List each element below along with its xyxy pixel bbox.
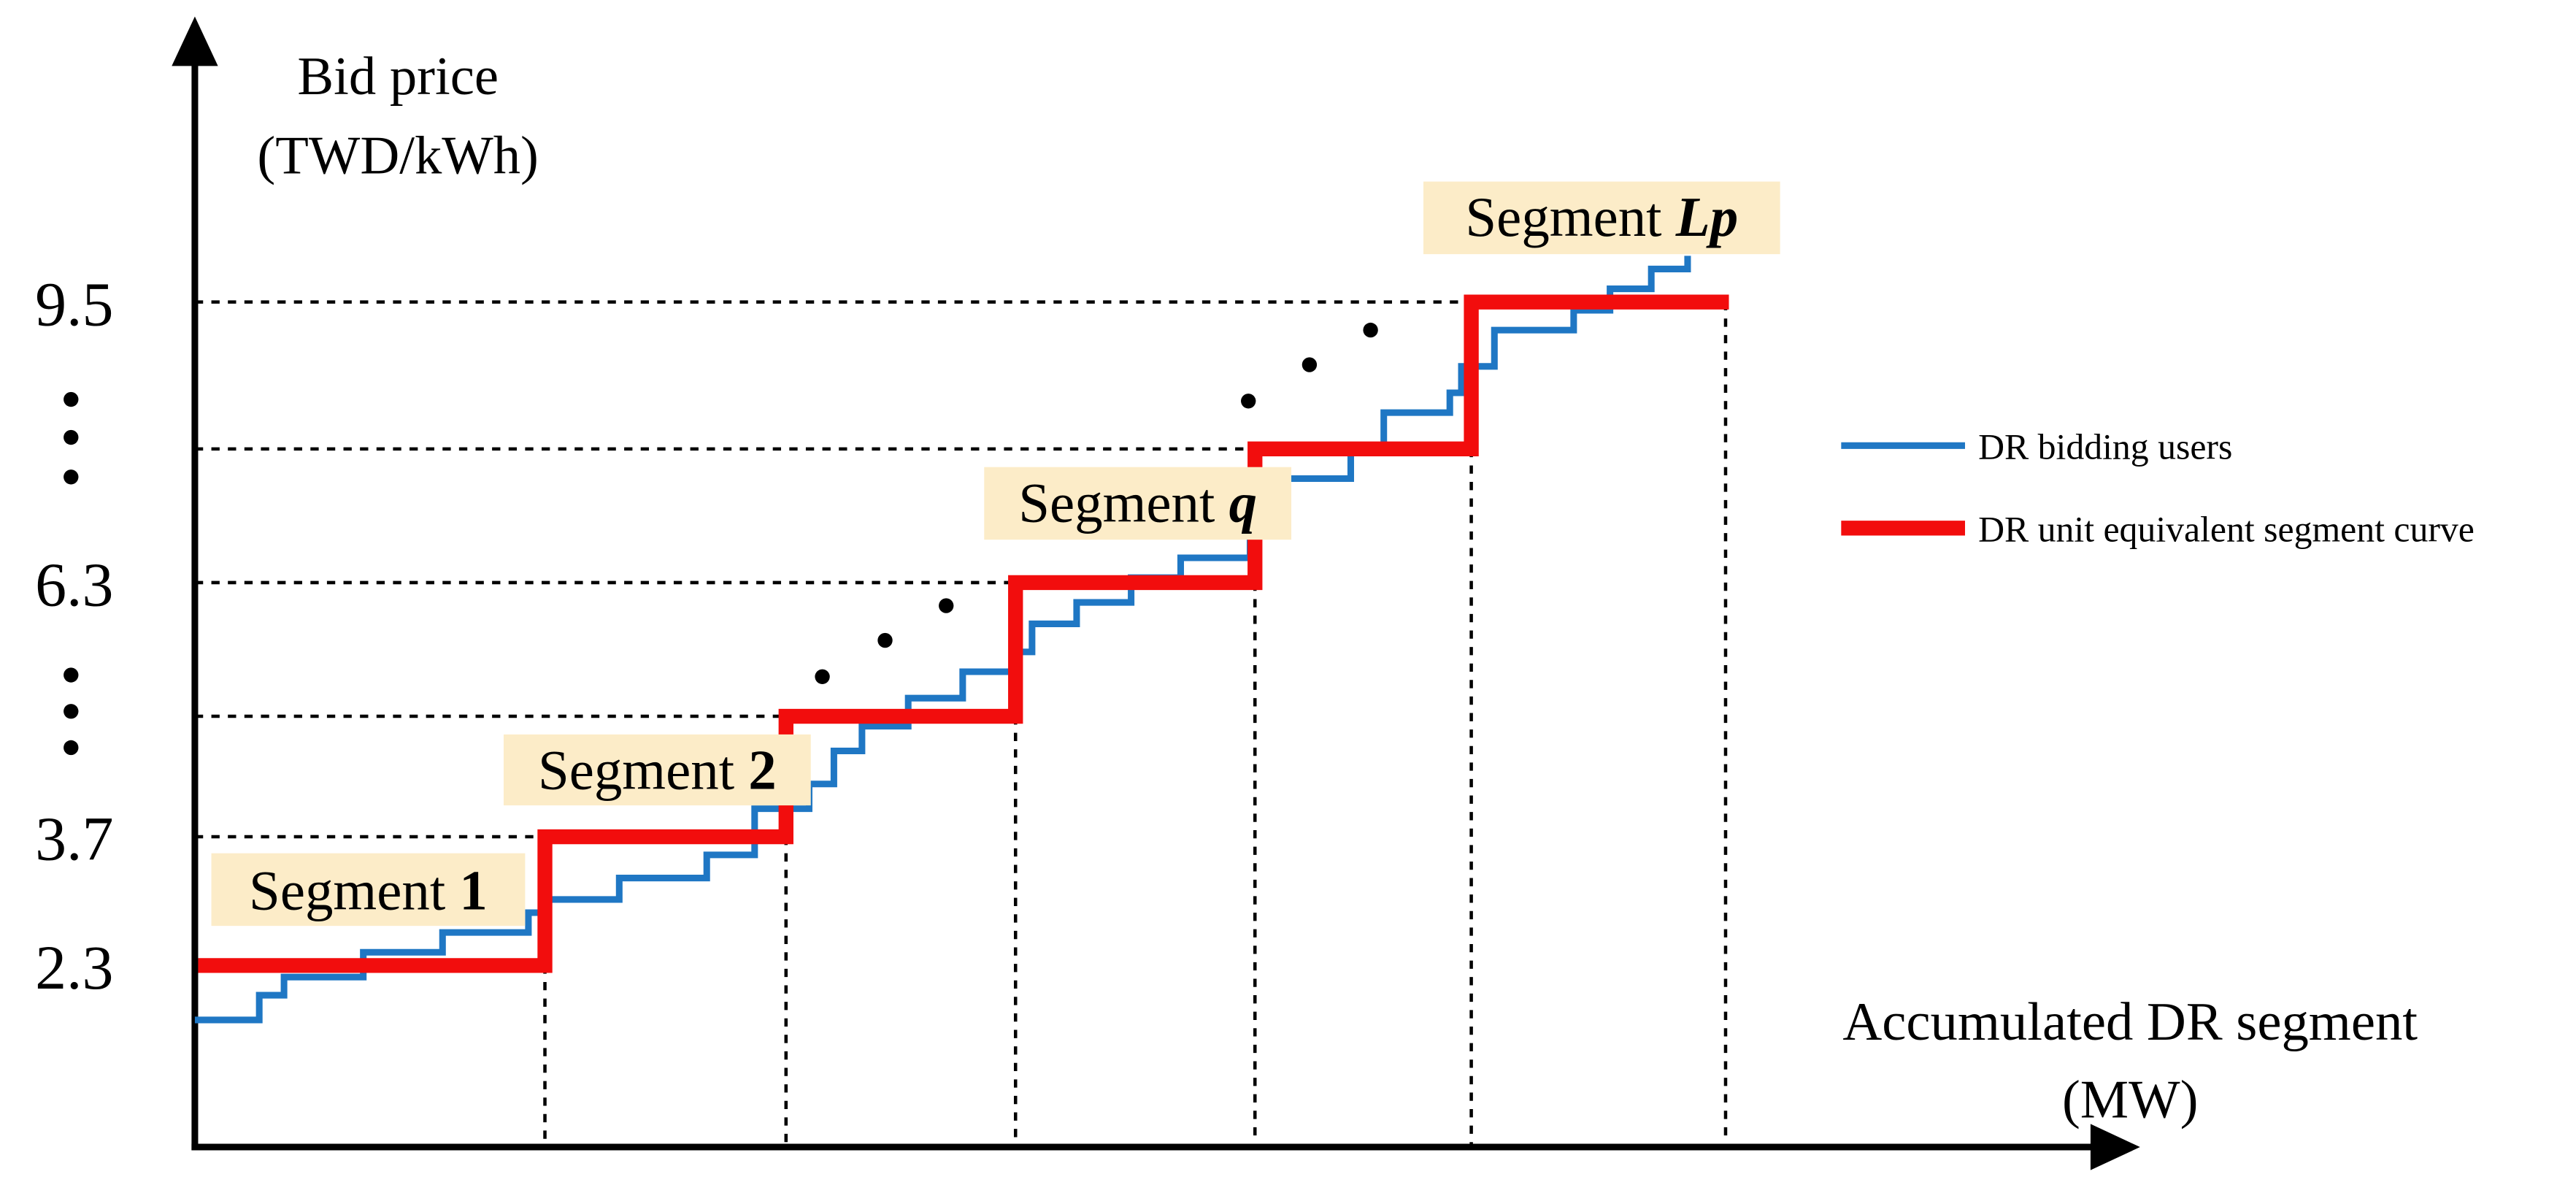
segment-prefix: Segment	[538, 739, 734, 802]
y-axis-label: (TWD/kWh)	[257, 126, 538, 185]
axes	[172, 16, 2140, 1170]
segment-name: Lp	[1675, 185, 1738, 248]
segment-name: 2	[748, 739, 776, 802]
legend: DR bidding users DR unit equivalent segm…	[1841, 426, 2475, 549]
svg-text:Segment 2: Segment 2	[538, 739, 777, 802]
y-tick-label: 9.5	[35, 269, 113, 339]
svg-text:Segment q: Segment q	[1018, 471, 1257, 534]
legend-label: DR bidding users	[1978, 426, 2232, 467]
segment-label: Segment q	[984, 467, 1292, 540]
svg-text:Segment 1: Segment 1	[249, 859, 488, 922]
svg-text:Segment Lp: Segment Lp	[1465, 185, 1738, 248]
y-tick-label: 3.7	[35, 804, 113, 874]
equivalent-segment-curve	[198, 294, 1729, 973]
x-axis-label: Accumulated DR segment	[1842, 992, 2418, 1052]
guide-lines	[194, 300, 1728, 1148]
y-tick-label: 2.3	[35, 932, 113, 1002]
segment-prefix: Segment	[249, 859, 445, 922]
segment-label: Segment 1	[211, 853, 526, 927]
segment-name: 1	[459, 859, 487, 922]
segment-label: Segment Lp	[1423, 181, 1780, 255]
segment-name: q	[1229, 471, 1257, 534]
segment-prefix: Segment	[1018, 471, 1215, 534]
ellipsis-dots	[64, 322, 1378, 756]
segment-prefix: Segment	[1465, 185, 1661, 248]
legend-label: DR unit equivalent segment curve	[1978, 509, 2475, 549]
y-tick-label: 6.3	[35, 550, 113, 620]
y-axis-label: Bid price	[297, 47, 499, 107]
x-axis-label: (MW)	[2062, 1070, 2199, 1130]
segment-label: Segment 2	[503, 734, 811, 806]
